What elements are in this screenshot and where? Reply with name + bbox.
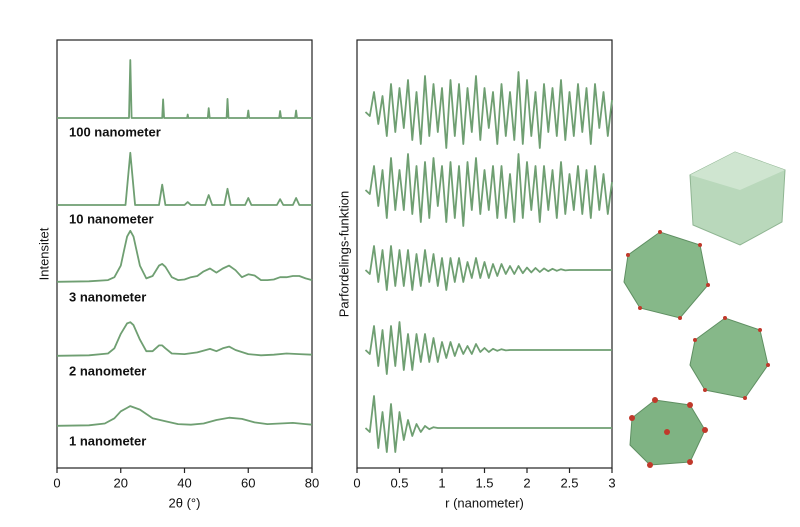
series-label: 1 nanometer: [69, 433, 146, 448]
series-line: [56, 321, 313, 357]
series-line: [56, 405, 313, 427]
x-tick-label: 3: [608, 475, 615, 490]
series-label: 3 nanometer: [69, 289, 146, 304]
series-label: 100 nanometer: [69, 124, 161, 139]
x-tick-label: 40: [177, 475, 191, 490]
x-axis-label: r (nanometer): [445, 495, 524, 510]
pdf-frame: [356, 39, 613, 469]
crystal-cluster-3nm: [623, 231, 709, 319]
x-tick-label: 2: [523, 475, 530, 490]
series-label: 2 nanometer: [69, 363, 146, 378]
series-line: [364, 395, 612, 453]
series-line: [57, 151, 312, 206]
crystal-cluster-2nm: [689, 317, 769, 399]
series-line: [57, 59, 312, 119]
crystal-illustrations: [623, 151, 786, 468]
oxygen-atoms: [626, 230, 770, 468]
y-axis-label: Parfordelings-funktion: [336, 191, 351, 317]
series-line: [364, 321, 612, 375]
x-tick-label: 0: [53, 475, 60, 490]
series-line: [364, 245, 612, 291]
series-line: [364, 153, 613, 227]
x-tick-label: 2.5: [560, 475, 578, 490]
x-tick-label: 80: [305, 475, 319, 490]
series-label: 10 nanometer: [69, 211, 154, 226]
crystal-cube-top: [690, 152, 785, 190]
x-tick-label: 20: [114, 475, 128, 490]
series-line: [364, 71, 613, 149]
x-tick-label: 0.5: [390, 475, 408, 490]
series-line: [56, 229, 313, 283]
xrd-frame: [56, 39, 313, 469]
x-tick-label: 0: [353, 475, 360, 490]
x-tick-label: 1: [438, 475, 445, 490]
x-tick-label: 60: [241, 475, 255, 490]
x-tick-label: 1.5: [475, 475, 493, 490]
x-axis-label: 2θ (°): [169, 495, 201, 510]
y-axis-label: Intensitet: [36, 227, 51, 280]
